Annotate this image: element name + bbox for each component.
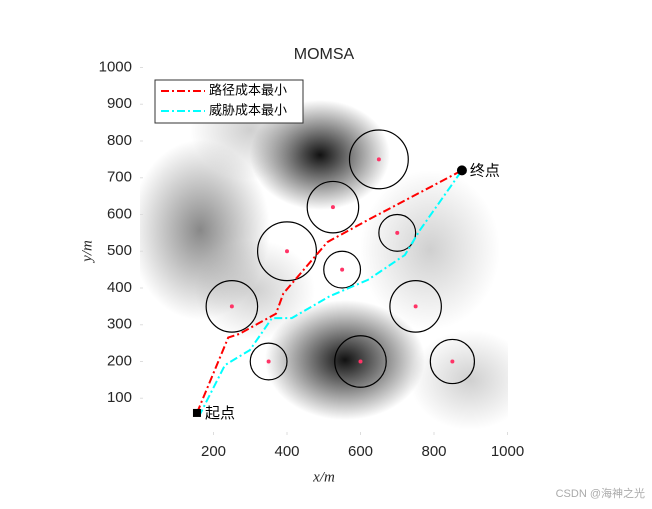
y-tick-label: 100 <box>107 389 132 406</box>
threat-center <box>285 249 289 254</box>
x-tick-label: 200 <box>201 443 226 460</box>
annotation: 终点 <box>470 162 500 179</box>
threat-circle <box>257 221 318 282</box>
threat-field <box>140 67 508 435</box>
threat-circle <box>205 280 259 333</box>
x-tick-label: 1000 <box>491 443 524 460</box>
threat-circle <box>249 342 288 381</box>
chart-title: MOMSA <box>294 46 355 63</box>
watermark: CSDN @海神之光 <box>556 486 645 500</box>
threat-center <box>358 359 363 364</box>
threat-center <box>340 267 345 272</box>
y-tick-label: 300 <box>107 316 132 333</box>
y-tick-label: 900 <box>107 95 132 112</box>
threat-circle <box>389 280 442 333</box>
threat-circle <box>429 338 476 385</box>
series-line <box>197 169 463 418</box>
threat-circle <box>348 129 409 190</box>
y-tick-label: 1000 <box>99 58 132 75</box>
x-tick-label: 400 <box>274 443 299 460</box>
start-marker <box>192 408 201 417</box>
series-line <box>196 169 463 414</box>
x-axis-label: x/m <box>312 469 335 485</box>
threat-center <box>266 359 271 364</box>
legend-box <box>154 79 304 124</box>
threat-circle <box>323 250 362 289</box>
y-tick-label: 400 <box>107 279 132 296</box>
end-marker <box>456 165 467 176</box>
threat-center <box>330 205 335 210</box>
threat-center <box>413 304 418 309</box>
y-tick-label: 600 <box>107 205 132 222</box>
legend-label: 威胁成本最小 <box>209 104 287 119</box>
threat-center <box>450 359 455 364</box>
threat-center <box>229 304 234 309</box>
legend-label: 路径成本最小 <box>209 83 287 99</box>
threat-center <box>395 230 400 235</box>
y-tick-label: 700 <box>107 169 132 186</box>
threat-circle <box>334 335 387 388</box>
threat-center <box>376 157 381 162</box>
x-tick-label: 600 <box>348 443 373 460</box>
y-tick-label: 200 <box>107 352 132 369</box>
annotation: 起点 <box>205 405 235 422</box>
y-axis-label: y/m <box>79 240 95 264</box>
threat-circle <box>378 213 417 252</box>
threat-circle <box>306 180 360 234</box>
x-tick-label: 800 <box>421 443 446 460</box>
y-tick-label: 500 <box>107 242 132 259</box>
y-tick-label: 800 <box>107 132 132 149</box>
